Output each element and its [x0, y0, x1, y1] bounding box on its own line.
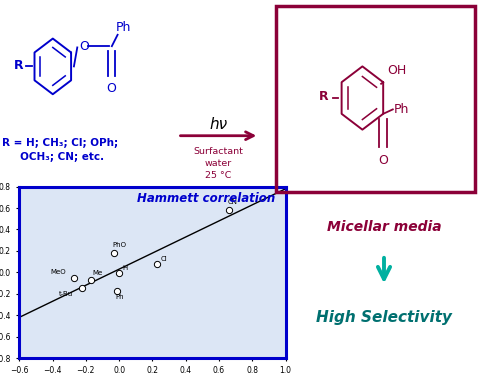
Text: High Selectivity: High Selectivity — [316, 310, 452, 325]
Text: t-Bu: t-Bu — [59, 291, 73, 297]
Text: O: O — [106, 82, 116, 95]
Text: H: H — [122, 265, 128, 271]
Text: CN: CN — [228, 199, 237, 205]
Text: Ph: Ph — [116, 294, 124, 300]
Text: OH: OH — [387, 64, 406, 77]
Text: R = H; CH₃; Cl; OPh;
     OCH₃; CN; etc.: R = H; CH₃; Cl; OPh; OCH₃; CN; etc. — [2, 138, 119, 162]
Text: Ph: Ph — [394, 103, 409, 116]
Text: Cl: Cl — [161, 256, 168, 262]
Text: hν: hν — [209, 117, 228, 132]
Text: PhO: PhO — [112, 242, 126, 248]
Text: Me: Me — [93, 270, 103, 276]
Text: Hammett correlation: Hammett correlation — [137, 192, 275, 205]
Text: O: O — [378, 154, 388, 167]
Text: Micellar media: Micellar media — [327, 220, 441, 234]
Text: O: O — [79, 40, 89, 53]
Text: MeO: MeO — [51, 268, 66, 274]
Text: Ph: Ph — [116, 20, 131, 34]
Text: Surfactant
water
25 °C: Surfactant water 25 °C — [193, 147, 243, 180]
Text: R: R — [319, 90, 329, 103]
Text: R: R — [13, 59, 23, 72]
